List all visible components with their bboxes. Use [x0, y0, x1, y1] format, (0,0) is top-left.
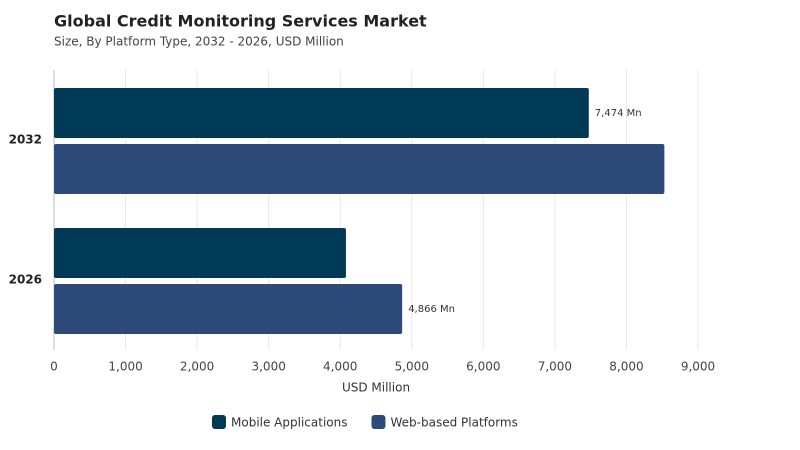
x-axis-title: USD Million — [342, 381, 410, 395]
x-tick-label: 4,000 — [323, 360, 357, 374]
y-tick-label: 2032 — [9, 133, 42, 147]
chart-subtitle: Size, By Platform Type, 2032 - 2026, USD… — [54, 35, 344, 49]
bar — [54, 284, 403, 334]
bar — [54, 88, 589, 138]
x-tick-label: 9,000 — [681, 360, 715, 374]
bar — [54, 144, 665, 194]
x-tick-label: 0 — [50, 360, 58, 374]
x-tick-label: 8,000 — [609, 360, 643, 374]
legend-label: Mobile Applications — [231, 416, 347, 430]
x-tick-label: 1,000 — [108, 360, 142, 374]
legend-label: Web-based Platforms — [390, 416, 517, 430]
value-label: 4,866 Mn — [408, 304, 455, 315]
x-tick-label: 2,000 — [180, 360, 214, 374]
x-tick-label: 7,000 — [538, 360, 572, 374]
legend-swatch — [371, 415, 386, 429]
chart-title: Global Credit Monitoring Services Market — [54, 12, 427, 31]
bar — [54, 228, 346, 278]
x-tick-label: 3,000 — [251, 360, 285, 374]
x-tick-label: 5,000 — [395, 360, 429, 374]
legend-swatch — [212, 415, 226, 429]
value-label: 7,474 Mn — [595, 108, 642, 119]
x-tick-label: 6,000 — [466, 360, 500, 374]
y-tick-label: 2026 — [9, 273, 42, 287]
